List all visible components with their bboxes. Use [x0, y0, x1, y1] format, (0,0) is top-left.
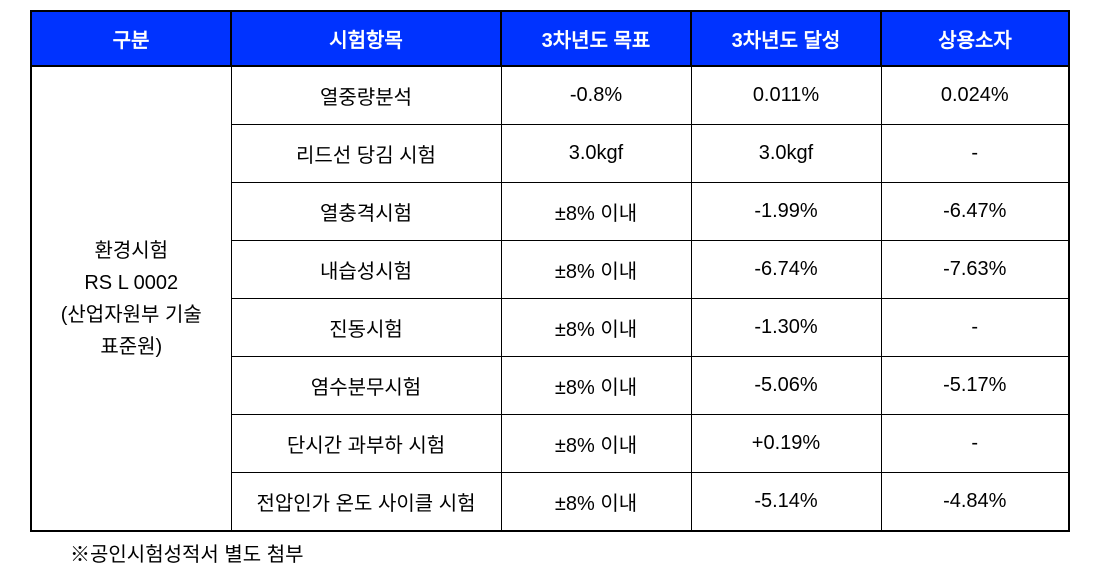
cell-item: 리드선 당김 시험: [231, 125, 501, 183]
col-header-category: 구분: [31, 11, 231, 66]
cell-item: 열충격시험: [231, 183, 501, 241]
col-header-target: 3차년도 목표: [501, 11, 691, 66]
category-line: (산업자원부 기술: [61, 304, 202, 326]
cell-achieved: -1.99%: [691, 183, 881, 241]
cell-target: ±8% 이내: [501, 183, 691, 241]
cell-target: ±8% 이내: [501, 415, 691, 473]
col-header-commercial: 상용소자: [881, 11, 1069, 66]
cell-item: 내습성시험: [231, 241, 501, 299]
cell-achieved: 3.0kgf: [691, 125, 881, 183]
cell-target: ±8% 이내: [501, 241, 691, 299]
cell-commercial: -: [881, 299, 1069, 357]
cell-achieved: -6.74%: [691, 241, 881, 299]
cell-item: 진동시험: [231, 299, 501, 357]
cell-item: 단시간 과부하 시험: [231, 415, 501, 473]
cell-item: 전압인가 온도 사이클 시험: [231, 473, 501, 532]
category-cell: 환경시험 RS L 0002 (산업자원부 기술 표준원): [31, 66, 231, 531]
test-results-table: 구분 시험항목 3차년도 목표 3차년도 달성 상용소자 환경시험 RS L 0…: [30, 10, 1070, 532]
cell-commercial: -7.63%: [881, 241, 1069, 299]
col-header-achieved: 3차년도 달성: [691, 11, 881, 66]
table-header-row: 구분 시험항목 3차년도 목표 3차년도 달성 상용소자: [31, 11, 1069, 66]
cell-commercial: 0.024%: [881, 66, 1069, 125]
category-line: RS L 0002: [84, 272, 178, 294]
category-line: 환경시험: [94, 240, 168, 262]
cell-item: 염수분무시험: [231, 357, 501, 415]
cell-achieved: +0.19%: [691, 415, 881, 473]
cell-achieved: -1.30%: [691, 299, 881, 357]
cell-target: 3.0kgf: [501, 125, 691, 183]
cell-achieved: 0.011%: [691, 66, 881, 125]
cell-achieved: -5.06%: [691, 357, 881, 415]
cell-commercial: -6.47%: [881, 183, 1069, 241]
cell-target: ±8% 이내: [501, 299, 691, 357]
cell-commercial: -4.84%: [881, 473, 1069, 532]
cell-commercial: -5.17%: [881, 357, 1069, 415]
cell-target: -0.8%: [501, 66, 691, 125]
table-row: 환경시험 RS L 0002 (산업자원부 기술 표준원) 열중량분석 -0.8…: [31, 66, 1069, 125]
cell-item: 열중량분석: [231, 66, 501, 125]
cell-achieved: -5.14%: [691, 473, 881, 532]
cell-commercial: -: [881, 125, 1069, 183]
col-header-item: 시험항목: [231, 11, 501, 66]
cell-commercial: -: [881, 415, 1069, 473]
cell-target: ±8% 이내: [501, 473, 691, 532]
footnote: ※공인시험성적서 별도 첨부: [70, 538, 1068, 567]
cell-target: ±8% 이내: [501, 357, 691, 415]
category-line: 표준원): [100, 336, 162, 358]
